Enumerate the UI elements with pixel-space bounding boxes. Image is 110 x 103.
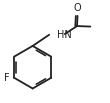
Text: HN: HN	[57, 30, 71, 40]
Text: F: F	[4, 73, 9, 83]
Text: O: O	[73, 3, 81, 13]
